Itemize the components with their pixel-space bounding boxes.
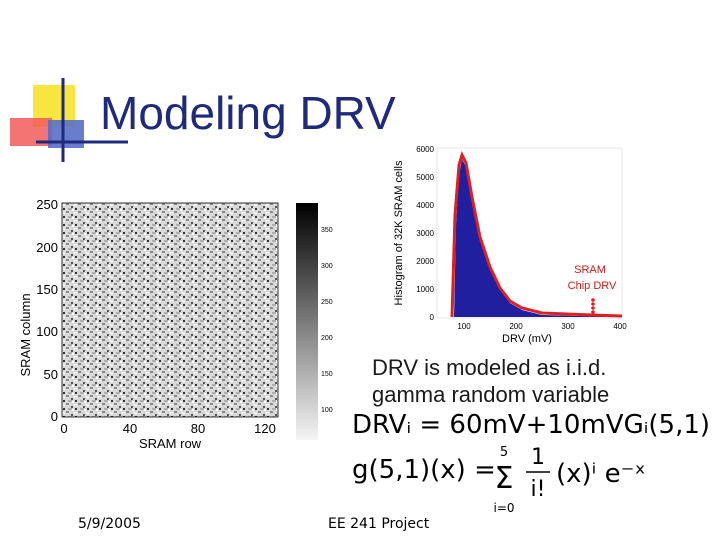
heatmap-colorbar [296, 203, 318, 440]
footer-date: 5/9/2005 [78, 516, 141, 532]
heatmap-xtick: 80 [191, 421, 205, 436]
sram-drv-heatmap: SRAM column SRAM row 250 200 150 100 50 … [18, 197, 333, 451]
heatmap-ytick: 150 [36, 282, 58, 297]
heatmap-ytick: 0 [51, 409, 58, 424]
histogram-bars [454, 159, 622, 317]
heatmap-ytick: 200 [36, 240, 58, 255]
heatmap-xtick: 0 [60, 421, 67, 436]
footer-course: EE 241 Project [328, 516, 430, 532]
histogram-ytick: 0 [430, 313, 435, 322]
heatmap-xlabel: SRAM row [139, 436, 202, 451]
colorbar-tick: 300 [321, 263, 333, 270]
equation2-denominator: i! [531, 477, 546, 502]
histogram-xtick: 200 [509, 322, 523, 331]
drv-equation: DRVᵢ = 60mV+10mVGᵢ(5,1) [352, 410, 711, 440]
histogram-ytick: 5000 [416, 173, 434, 182]
heatmap-plot-area [61, 202, 279, 418]
description-line: DRV is modeled as i.i.d. [372, 355, 607, 380]
histogram-ytick: 2000 [416, 257, 434, 266]
heatmap-xtick: 40 [123, 421, 137, 436]
chip-drv-annotation: Chip DRV [568, 280, 617, 292]
histogram-xlabel: DRV (mV) [502, 333, 552, 345]
colorbar-tick: 150 [321, 371, 333, 378]
description-line: gamma random variable [372, 382, 610, 407]
equation2-numerator: 1 [531, 445, 545, 470]
colorbar-tick: 250 [321, 299, 333, 306]
gamma-fit-curve [450, 150, 623, 318]
histogram-ytick: 4000 [416, 201, 434, 210]
histogram-ytick: 1000 [416, 285, 434, 294]
equation2-lhs: g(5,1)(x) = [352, 455, 496, 485]
equation2-term: (x)ⁱ e⁻ˣ [556, 459, 646, 489]
title-decoration [10, 78, 128, 162]
sigma-symbol: Σ [495, 461, 514, 496]
slide-title: Modeling DRV [100, 87, 396, 139]
heatmap-ylabel: SRAM column [18, 293, 33, 376]
histogram-xtick: 300 [561, 322, 575, 331]
gamma-pdf-equation: g(5,1)(x) = 5 Σ i=0 1 i! (x)ⁱ e⁻ˣ [352, 445, 646, 515]
histogram-xtick: 100 [457, 322, 471, 331]
colorbar-tick: 100 [321, 407, 333, 414]
colorbar-tick: 200 [321, 335, 333, 342]
chip-drv-annotation: SRAM [574, 264, 606, 276]
colorbar-tick: 350 [321, 227, 333, 234]
drv-histogram: Histogram of 32K SRAM cells DRV (mV) 600… [393, 145, 627, 345]
histogram-xtick: 400 [613, 322, 627, 331]
heatmap-xtick: 120 [254, 421, 276, 436]
heatmap-ytick: 250 [36, 197, 58, 212]
histogram-ytick: 6000 [416, 145, 434, 154]
equation2-sum-upper: 5 [500, 445, 508, 460]
histogram-ytick: 3000 [416, 229, 434, 238]
heatmap-ytick: 100 [36, 324, 58, 339]
histogram-ylabel: Histogram of 32K SRAM cells [393, 160, 405, 305]
model-description: DRV is modeled as i.i.d. gamma random va… [372, 354, 672, 408]
equation2-sum-lower: i=0 [493, 501, 514, 515]
heatmap-ytick: 50 [44, 367, 58, 382]
